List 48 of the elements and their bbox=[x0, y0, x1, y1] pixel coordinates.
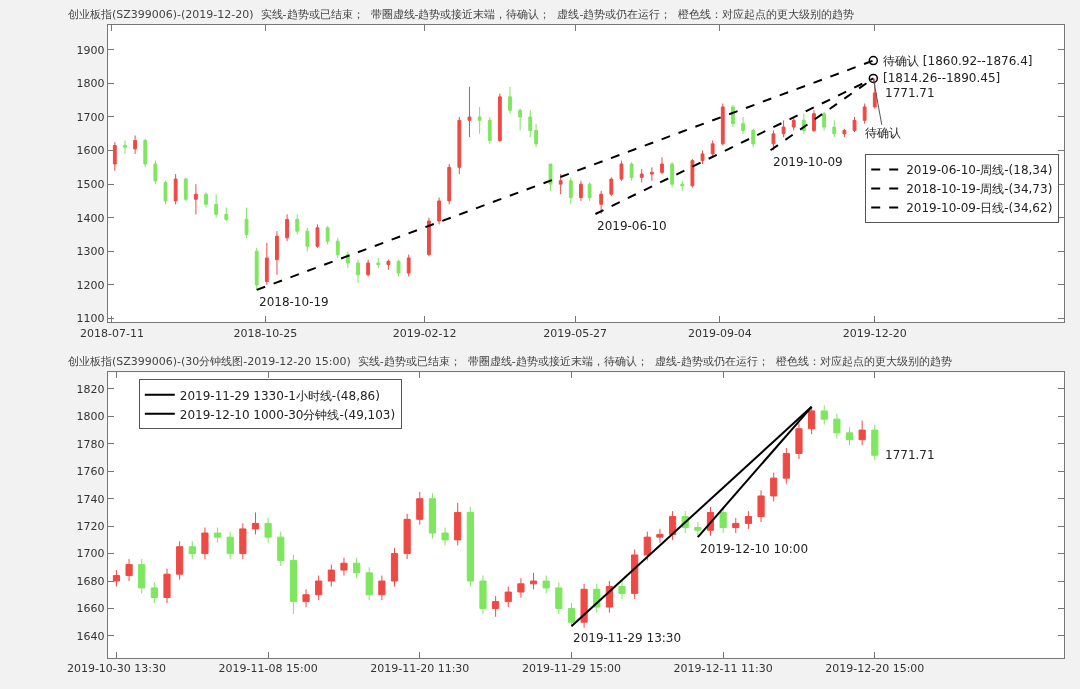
y-tick-label: 1660 bbox=[76, 602, 105, 616]
legend-label: 2019-10-09-日线-(34,62) bbox=[906, 201, 1053, 216]
y-tick-label: 1500 bbox=[76, 177, 105, 191]
x-tick-label: 2018-07-11 bbox=[79, 326, 144, 340]
y-tick-label: 1720 bbox=[76, 520, 105, 534]
y-tick-label: 1700 bbox=[76, 547, 105, 561]
annotation: 1771.71 bbox=[885, 448, 935, 462]
annotation: 2019-11-29 13:30 bbox=[573, 631, 682, 645]
x-tick-label: 2019-11-08 15:00 bbox=[218, 662, 318, 676]
legend-label: 2019-06-10-周线-(18,34) bbox=[906, 163, 1053, 178]
legend-label: 2019-11-29 1330-1小时线-(48,86) bbox=[179, 388, 380, 403]
y-tick-label: 1740 bbox=[76, 492, 105, 506]
x-tick-label: 2019-09-04 bbox=[687, 326, 752, 340]
y-tick-label: 1820 bbox=[76, 382, 105, 396]
annotation: 2018-10-19 bbox=[259, 295, 329, 309]
annotation: [1814.26--1890.45] bbox=[883, 71, 1001, 85]
annotation: 2019-12-10 10:00 bbox=[700, 542, 809, 556]
y-tick-label: 1100 bbox=[76, 312, 105, 326]
x-tick-label: 2019-05-27 bbox=[543, 326, 608, 340]
y-tick-label: 1900 bbox=[76, 43, 105, 57]
x-tick-label: 2019-12-20 bbox=[842, 326, 907, 340]
chart-title: 创业板指(SZ399006)-(2019-12-20) 实线-趋势或已结束； 带圈虚线-趋势或接近末端，待确认； 虚线-趋势或仍在运行； 橙色线：对应起点的更大级别的趋势 bbox=[68, 8, 855, 21]
y-tick-label: 1640 bbox=[76, 629, 105, 643]
annotation: 1771.71 bbox=[885, 86, 935, 100]
y-tick-label: 1600 bbox=[76, 144, 105, 158]
legend-label: 2018-10-19-周线-(34,73) bbox=[906, 182, 1053, 197]
x-tick-label: 2019-12-20 15:00 bbox=[825, 662, 925, 676]
y-tick-label: 1680 bbox=[76, 574, 105, 588]
y-tick-label: 1300 bbox=[76, 245, 105, 259]
x-tick-label: 2019-11-29 15:00 bbox=[521, 662, 622, 676]
y-tick-label: 1780 bbox=[76, 437, 105, 451]
y-tick-label: 1700 bbox=[76, 110, 105, 124]
x-tick-label: 2019-11-20 11:30 bbox=[370, 662, 470, 676]
chart-title: 创业板指(SZ399006)-(30分钟线图-2019-12-20 15:00) 实线-趋势或已结束； 带圈虚线-趋势或接近末端，待确认； 虚线-趋势或仍在运行； 橙色线：对应起点的更大级别的趋势 bbox=[68, 355, 952, 368]
y-tick-label: 1800 bbox=[76, 77, 105, 91]
y-tick-label: 1400 bbox=[76, 211, 105, 225]
y-tick-label: 1200 bbox=[76, 278, 105, 292]
x-tick-label: 2019-02-12 bbox=[392, 326, 457, 340]
annotation: 待确认 bbox=[865, 126, 901, 140]
annotation: 2019-10-09 bbox=[773, 155, 843, 169]
legend-label: 2019-12-10 1000-30分钟线-(49,103) bbox=[179, 407, 396, 422]
x-tick-label: 2018-10-25 bbox=[233, 326, 298, 340]
x-tick-label: 2019-12-11 11:30 bbox=[673, 662, 773, 676]
annotation: 待确认 [1860.92--1876.4] bbox=[883, 54, 1033, 68]
annotation: 2019-06-10 bbox=[597, 219, 667, 233]
y-tick-label: 1760 bbox=[76, 465, 105, 479]
x-tick-label: 2019-10-30 13:30 bbox=[66, 662, 167, 676]
y-tick-label: 1800 bbox=[76, 410, 105, 424]
